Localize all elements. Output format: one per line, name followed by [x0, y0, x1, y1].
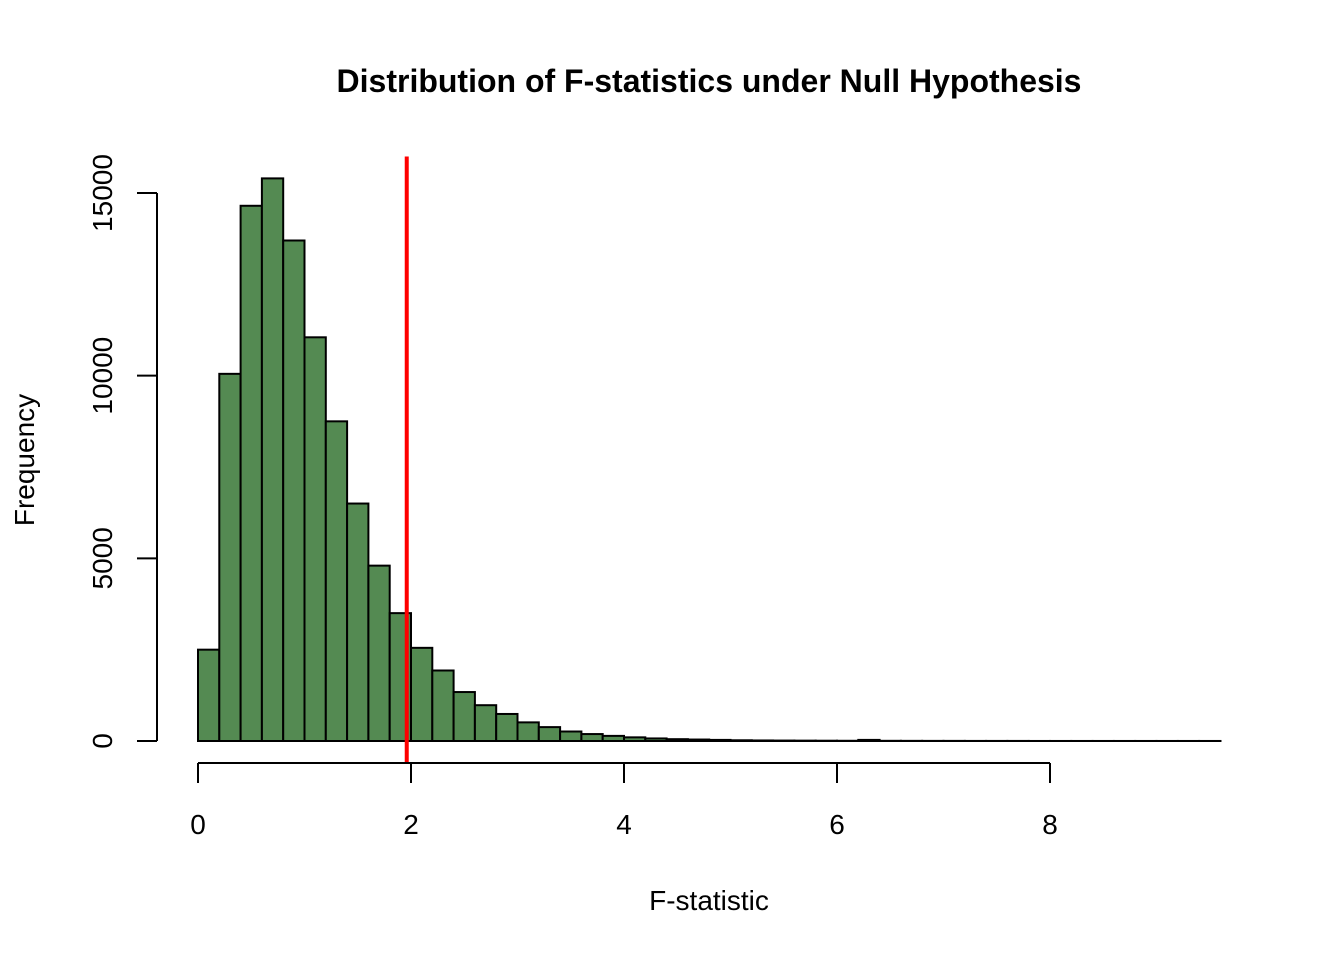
histogram-bar: [324, 420, 349, 742]
x-tick-label: 8: [1042, 809, 1058, 840]
x-tick-label: 2: [403, 809, 419, 840]
histogram-bar: [303, 336, 327, 742]
y-axis: 0 5000 10000 15000: [87, 154, 158, 749]
histogram-bar: [282, 239, 306, 742]
histogram-bars: [197, 177, 1222, 743]
histogram-bar: [218, 372, 242, 742]
x-tick-label: 0: [190, 809, 206, 840]
y-tick-label: 5000: [87, 527, 118, 589]
histogram-bar: [452, 691, 476, 743]
histogram-bar: [495, 712, 519, 742]
x-tick-label: 4: [616, 809, 632, 840]
y-tick-label: 15000: [87, 154, 118, 232]
x-axis-label: F-statistic: [649, 885, 769, 916]
x-ticks: 0 2 4 6 8: [190, 763, 1058, 840]
x-axis: 0 2 4 6 8: [190, 762, 1058, 840]
y-ticks: 0 5000 10000 15000: [87, 154, 157, 749]
histogram-bar: [197, 648, 221, 743]
histogram-bar: [537, 726, 562, 742]
histogram-bar: [260, 177, 285, 743]
chart-title: Distribution of F-statistics under Null …: [337, 63, 1082, 99]
x-tick-label: 6: [829, 809, 845, 840]
y-tick-label: 10000: [87, 337, 118, 415]
histogram-bar: [239, 204, 263, 742]
histogram-bar: [580, 733, 604, 742]
histogram-bar: [559, 730, 583, 743]
histogram-bar: [367, 564, 391, 743]
histogram-bar: [473, 704, 498, 742]
histogram-bar: [431, 669, 455, 742]
histogram-bar: [516, 721, 540, 742]
y-axis-label: Frequency: [9, 394, 40, 526]
histogram-bar: [346, 502, 370, 742]
y-tick-label: 0: [87, 733, 118, 749]
histogram-bar: [410, 646, 434, 743]
